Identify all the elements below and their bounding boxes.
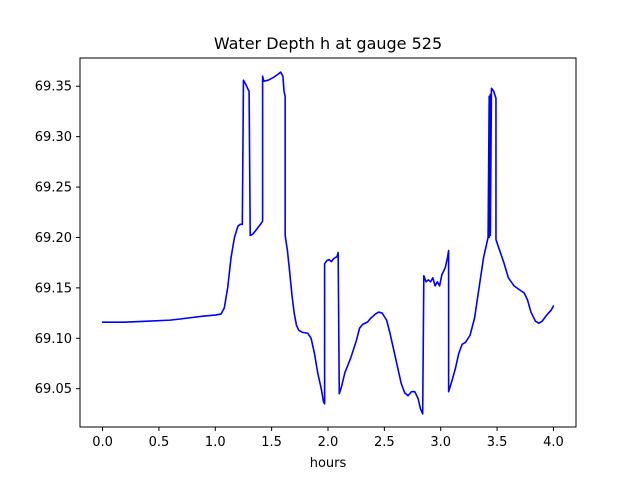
y-tick-label: 69.30: [35, 130, 72, 145]
series-layer: [101, 71, 555, 415]
plot-area-background: [80, 58, 576, 427]
x-tick-label: 4.0: [543, 435, 564, 450]
x-tick-label: 1.0: [205, 435, 226, 450]
y-tick-label: 69.15: [35, 281, 72, 296]
x-tick-label: 2.0: [318, 435, 339, 450]
chart-title: Water Depth h at gauge 525: [214, 34, 442, 53]
y-tick-label: 69.20: [35, 231, 72, 246]
x-tick-label: 0.0: [92, 435, 113, 450]
x-tick-label: 1.5: [261, 435, 282, 450]
plot-frame: [79, 57, 577, 428]
y-tick-label: 69.35: [35, 80, 72, 95]
y-tick-label: 69.10: [35, 332, 72, 347]
axes-frame: [79, 57, 577, 428]
x-tick-label: 3.0: [430, 435, 451, 450]
y-tick-label: 69.05: [35, 382, 72, 397]
x-tick-label: 3.5: [487, 435, 508, 450]
x-tick-label: 0.5: [149, 435, 170, 450]
x-tick-label: 2.5: [374, 435, 395, 450]
axis-ticks: 0.0 0.5 1.0 1.5 2.0 2.5 3.0 3.5 4.0 69.05 69.10 69.…: [35, 80, 564, 450]
series-line: [101, 71, 555, 415]
x-axis-label: hours: [310, 456, 347, 471]
y-tick-label: 69.25: [35, 181, 72, 196]
